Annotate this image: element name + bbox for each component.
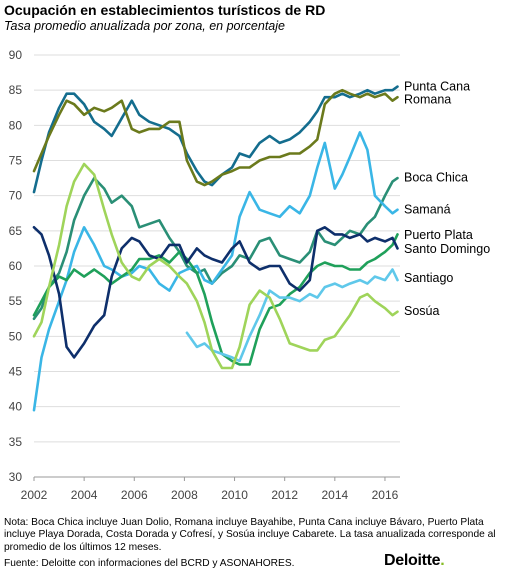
brand-name: Deloitte xyxy=(384,552,441,569)
series-label: Puerto Plata xyxy=(404,228,473,242)
series-line-sos-a xyxy=(32,162,399,370)
y-tick-label: 70 xyxy=(9,189,23,203)
series-line-romana xyxy=(32,88,399,187)
y-tick-label: 90 xyxy=(9,48,23,62)
x-tick-label: 2004 xyxy=(71,488,98,502)
x-tick-label: 2016 xyxy=(372,488,399,502)
x-tick-label: 2008 xyxy=(171,488,198,502)
y-tick-label: 50 xyxy=(9,329,23,343)
x-tick-label: 2002 xyxy=(21,488,48,502)
series-label: Samaná xyxy=(404,203,451,217)
series-label: Romana xyxy=(404,92,451,106)
x-tick-label: 2014 xyxy=(321,488,348,502)
y-tick-label: 60 xyxy=(9,259,23,273)
y-tick-label: 30 xyxy=(9,470,23,484)
series-line-santo-domingo xyxy=(32,226,399,359)
series-label: Punta Cana xyxy=(404,80,470,94)
x-tick-label: 2010 xyxy=(221,488,248,502)
x-axis-ticks: 2002 2004 2006 2008 2010 2012 2014 2016 xyxy=(21,477,399,502)
series-line-puerto-plata xyxy=(32,233,399,366)
brand-dot: . xyxy=(440,552,445,569)
series-line-punta-cana xyxy=(32,85,399,194)
series-label: Santiago xyxy=(404,271,453,285)
chart-note: Nota: Boca Chica incluye Juan Dolio, Rom… xyxy=(4,517,496,553)
y-tick-label: 35 xyxy=(9,435,23,449)
y-tick-label: 40 xyxy=(9,400,23,414)
y-tick-label: 45 xyxy=(9,365,23,379)
y-tick-label: 65 xyxy=(9,224,23,238)
series-label: Santo Domingo xyxy=(404,242,490,256)
y-tick-label: 55 xyxy=(9,294,23,308)
series-line-saman- xyxy=(32,131,399,412)
deloitte-logo: Deloitte. xyxy=(384,552,445,570)
y-tick-label: 85 xyxy=(9,83,23,97)
y-tick-label: 75 xyxy=(9,154,23,168)
chart-source: Fuente: Deloitte con informaciones del B… xyxy=(4,558,295,569)
x-tick-label: 2006 xyxy=(121,488,148,502)
y-axis-ticks: 30 35 40 45 50 55 60 65 70 75 80 85 90 xyxy=(9,48,23,484)
chart-title: Ocupación en establecimientos turísticos… xyxy=(4,2,326,18)
series-line-boca-chica xyxy=(32,176,399,321)
series-label: Sosúa xyxy=(404,304,439,318)
y-tick-label: 80 xyxy=(9,118,23,132)
x-tick-label: 2012 xyxy=(271,488,298,502)
series-lines xyxy=(32,85,399,412)
chart-subtitle: Tasa promedio anualizada por zona, en po… xyxy=(4,19,285,33)
series-label: Boca Chica xyxy=(404,170,468,184)
series-line-santiago xyxy=(185,268,399,363)
